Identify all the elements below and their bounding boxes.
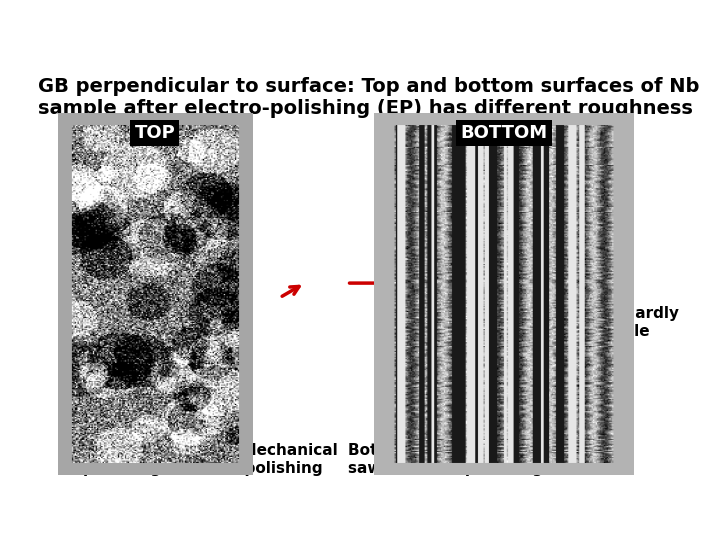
Text: GB hardly
visible: GB hardly visible [595,306,679,339]
Text: Bottom surface. After diamond
saw + Electropolishing: Bottom surface. After diamond saw + Elec… [348,443,613,476]
Text: Top surface. After Mechanical
polishing + Electropolishing: Top surface. After Mechanical polishing … [83,443,338,476]
Text: TOP: TOP [135,124,175,142]
Text: BOTTOM: BOTTOM [460,124,548,142]
Text: GB is not
visible: GB is not visible [93,281,170,314]
Text: GB perpendicular to surface: Top and bottom surfaces of Nb
sample after electro-: GB perpendicular to surface: Top and bot… [38,77,700,118]
